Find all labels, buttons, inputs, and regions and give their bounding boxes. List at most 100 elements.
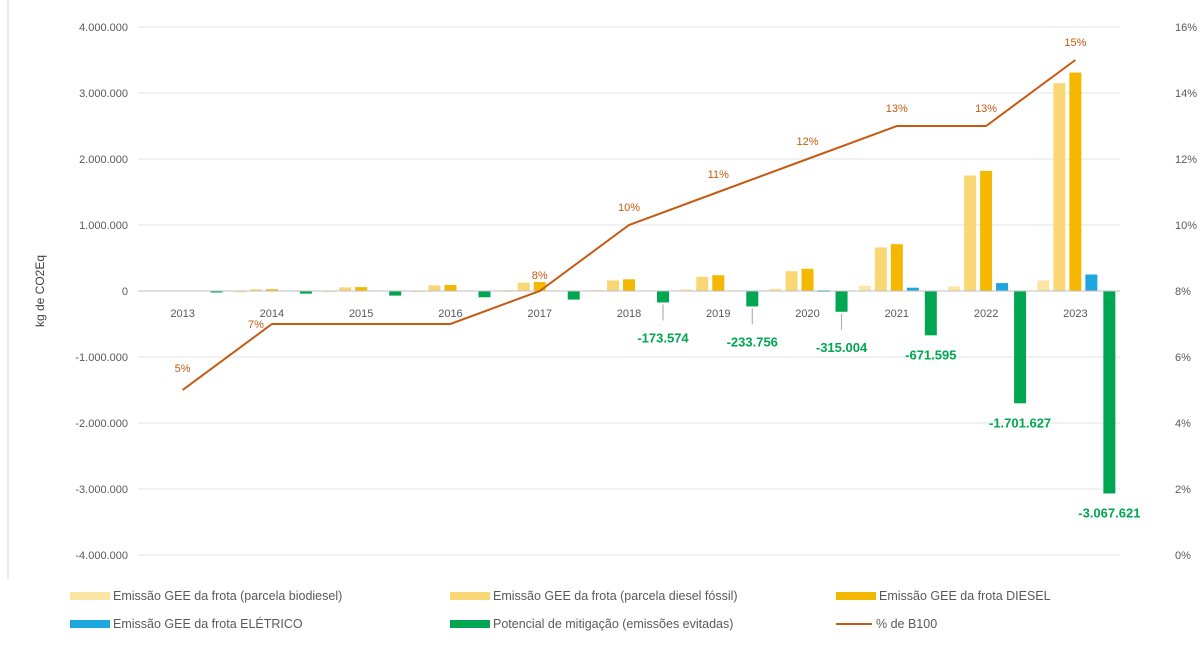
y-right-tick-label: 8% (1175, 286, 1191, 298)
bar-diesel (265, 289, 278, 291)
bar-mitigacao (1103, 291, 1116, 494)
x-tick-label: 2018 (617, 308, 641, 320)
line-data-label: 8% (532, 270, 548, 282)
bar-diesel-fossil (607, 280, 619, 291)
line-data-label: 15% (1064, 37, 1086, 49)
bar-diesel (355, 287, 368, 291)
bar-mitigacao (210, 291, 223, 293)
legend-item-mitigacao: Potencial de mitigação (emissões evitada… (450, 617, 836, 631)
legend-item-biodiesel: Emissão GEE da frota (parcela biodiesel) (70, 589, 450, 603)
y-right-tick-label: 6% (1175, 352, 1191, 364)
mitigation-label: -3.067.621 (1078, 505, 1140, 520)
bar-eletrico (996, 283, 1009, 291)
legend-swatch-diesel-fossil (450, 592, 490, 600)
legend: Emissão GEE da frota (parcela biodiesel)… (70, 582, 1160, 638)
bar-diesel (712, 275, 725, 291)
bar-mitigacao (567, 291, 580, 300)
y-right-tick-label: 14% (1175, 88, 1197, 100)
y-left-tick-label: 0 (122, 286, 128, 298)
bar-biodiesel (1037, 280, 1050, 291)
legend-item-eletrico: Emissão GEE da frota ELÉTRICO (70, 617, 450, 631)
x-tick-label: 2017 (527, 308, 551, 320)
line-data-label: 7% (248, 319, 264, 331)
legend-swatch-b100 (836, 623, 872, 625)
chart: 4.000.000 3.000.000 2.000.000 1.000.000 0 -1.… (7, 0, 1197, 580)
legend-label-b100: % de B100 (876, 617, 938, 631)
legend-item-diesel: Emissão GEE da frota DIESEL (836, 589, 1051, 603)
line-data-label: 12% (797, 136, 819, 148)
legend-swatch-diesel (836, 592, 876, 600)
bar-biodiesel (858, 285, 871, 291)
x-tick-label: 2019 (706, 308, 730, 320)
legend-label-biodiesel: Emissão GEE da frota (parcela biodiesel) (113, 589, 343, 603)
line-data-label: 13% (975, 103, 997, 115)
bar-eletrico (1085, 274, 1098, 291)
bar-diesel-fossil (874, 247, 887, 291)
legend-item-b100: % de B100 (836, 617, 937, 631)
line-data-label: 10% (618, 202, 640, 214)
bar-biodiesel (948, 286, 961, 291)
y-left-tick-label: -1.000.000 (75, 352, 128, 364)
bar-diesel (801, 268, 814, 291)
bar-mitigacao (746, 291, 759, 307)
bar-diesel (444, 284, 457, 291)
legend-swatch-biodiesel (70, 592, 110, 600)
bar-diesel-fossil (428, 285, 441, 291)
bar-mitigacao (1014, 291, 1027, 404)
y-right-tick-label: 0% (1175, 550, 1191, 562)
mitigation-label: -173.574 (637, 330, 689, 345)
legend-swatch-eletrico (70, 620, 110, 628)
bar-diesel-fossil (249, 289, 262, 291)
y-left-tick-label: 4.000.000 (79, 22, 128, 34)
bar-diesel (890, 244, 903, 291)
bar-diesel (533, 282, 546, 291)
y-right-tick-label: 12% (1175, 154, 1197, 166)
bar-diesel-fossil (517, 282, 530, 291)
y-right-tick-label: 16% (1175, 22, 1197, 34)
bar-biodiesel (680, 289, 693, 291)
y-left-tick-label: 3.000.000 (79, 88, 128, 100)
bar-diesel-fossil (696, 276, 709, 291)
mitigation-label: -671.595 (905, 347, 956, 362)
y-right-tick-label: 2% (1175, 484, 1191, 496)
y-left-tick-label: -4.000.000 (75, 550, 128, 562)
bar-diesel (980, 170, 993, 291)
legend-swatch-mitigacao (450, 620, 490, 628)
line-data-label: 13% (886, 103, 908, 115)
bar-mitigacao (835, 291, 848, 312)
bar-diesel-fossil (339, 287, 352, 291)
legend-label-mitigacao: Potencial de mitigação (emissões evitada… (493, 617, 734, 631)
mitigation-label: -315.004 (816, 340, 868, 355)
y-left-tick-label: -3.000.000 (75, 484, 128, 496)
bar-eletrico (906, 287, 919, 291)
line-b100 (182, 59, 1076, 391)
bar-mitigacao (657, 291, 669, 303)
bar-mitigacao (389, 291, 402, 296)
mitigation-label: -1.701.627 (989, 415, 1051, 430)
legend-label-diesel-fossil: Emissão GEE da frota (parcela diesel fós… (493, 589, 738, 603)
bar-diesel (1069, 72, 1082, 291)
y-right-tick-label: 10% (1175, 220, 1197, 232)
x-tick-label: 2020 (795, 308, 819, 320)
y-right-tick-label: 4% (1175, 418, 1191, 430)
bar-mitigacao (478, 291, 491, 298)
legend-label-eletrico: Emissão GEE da frota ELÉTRICO (113, 617, 303, 631)
line-data-label: 5% (175, 363, 191, 375)
x-tick-label: 2016 (438, 308, 462, 320)
mitigation-label: -233.756 (727, 334, 778, 349)
bar-diesel-fossil (1053, 83, 1066, 291)
bar-diesel-fossil (785, 271, 798, 291)
y-axis-title: kg de CO2Eq (33, 255, 47, 327)
bar-biodiesel (769, 288, 782, 291)
x-tick-label: 2015 (349, 308, 373, 320)
y-left-tick-label: -2.000.000 (75, 418, 128, 430)
bar-mitigacao (924, 291, 937, 336)
bar-diesel (623, 279, 635, 291)
x-tick-label: 2023 (1063, 308, 1087, 320)
bar-biodiesel (233, 290, 246, 293)
bar-diesel-fossil (964, 175, 977, 291)
bar-mitigacao (299, 291, 312, 294)
legend-item-diesel-fossil: Emissão GEE da frota (parcela diesel fós… (450, 589, 836, 603)
x-tick-label: 2013 (170, 308, 194, 320)
x-tick-label: 2014 (260, 308, 284, 320)
